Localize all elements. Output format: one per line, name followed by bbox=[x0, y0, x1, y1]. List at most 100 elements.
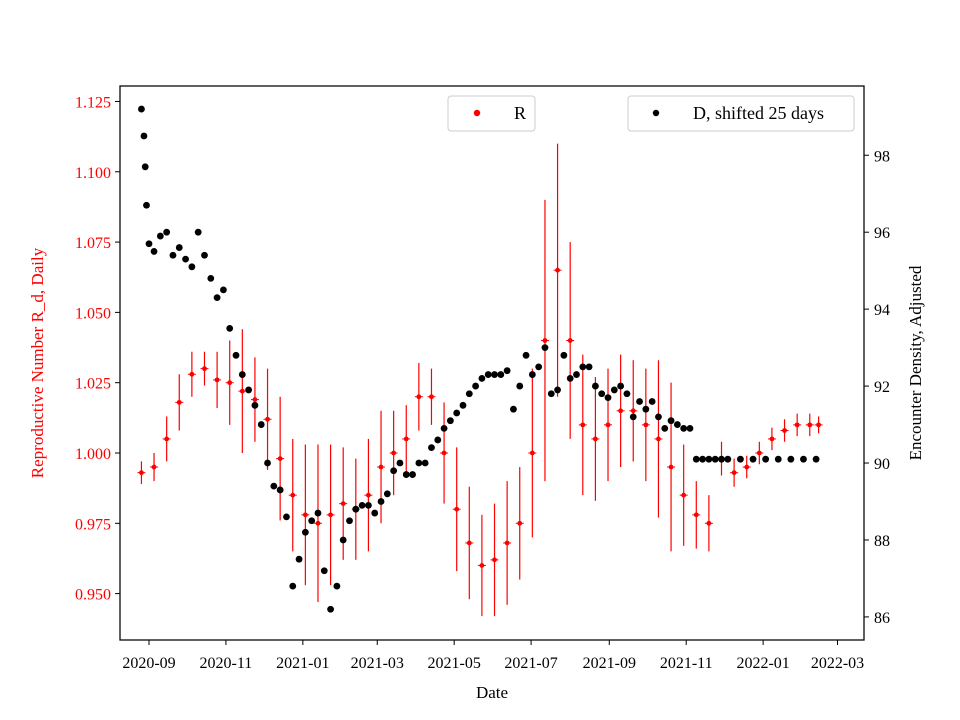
d-point bbox=[560, 351, 568, 359]
d-point bbox=[428, 444, 435, 452]
d-point bbox=[459, 401, 467, 409]
d-point bbox=[541, 344, 549, 352]
left-tick-label: 1.125 bbox=[75, 94, 111, 111]
r-point bbox=[706, 520, 712, 526]
legend-d-label: D, shifted 25 days bbox=[693, 103, 824, 123]
r-point bbox=[290, 492, 296, 498]
d-point bbox=[497, 371, 505, 378]
right-axis-label: Encounter Density, Adjusted bbox=[906, 265, 925, 460]
d-point bbox=[194, 228, 202, 236]
r-point bbox=[189, 371, 195, 377]
x-tick-label: 2020-09 bbox=[122, 655, 175, 672]
right-tick-label: 88 bbox=[874, 533, 890, 550]
d-point bbox=[207, 274, 215, 282]
left-axis-label: Reproductive Number R_d, Daily bbox=[28, 247, 47, 478]
r-point bbox=[164, 436, 170, 442]
d-point bbox=[182, 255, 189, 263]
d-point bbox=[251, 401, 259, 409]
legend-r-label: R bbox=[514, 103, 526, 123]
d-point bbox=[585, 363, 593, 371]
d-point bbox=[283, 513, 290, 521]
d-point bbox=[143, 201, 150, 209]
r-point bbox=[214, 377, 220, 383]
d-point bbox=[774, 455, 782, 463]
r-point bbox=[340, 501, 346, 507]
d-point bbox=[661, 425, 669, 432]
d-point bbox=[264, 459, 271, 467]
r-point bbox=[731, 470, 737, 476]
d-point bbox=[453, 409, 461, 417]
left-tick-label: 0.975 bbox=[75, 516, 111, 533]
r-point bbox=[479, 563, 485, 568]
r-point bbox=[756, 450, 762, 456]
d-point bbox=[213, 294, 221, 301]
right-axis-ticks: 86 88 90 92 94 96 98 bbox=[864, 148, 890, 627]
d-point bbox=[673, 421, 681, 428]
r-point bbox=[782, 428, 787, 433]
legend-d-marker bbox=[652, 109, 660, 117]
r-point bbox=[567, 338, 573, 343]
d-point bbox=[648, 398, 656, 405]
x-tick-label: 2020-11 bbox=[200, 655, 253, 672]
r-point bbox=[643, 422, 649, 428]
d-point bbox=[358, 501, 366, 509]
r-point bbox=[302, 512, 308, 518]
d-point bbox=[226, 324, 234, 332]
d-point bbox=[503, 367, 511, 375]
d-point bbox=[390, 467, 398, 475]
d-point bbox=[440, 425, 448, 432]
d-point bbox=[169, 251, 177, 259]
d-point bbox=[547, 390, 555, 398]
left-tick-label: 1.075 bbox=[75, 235, 111, 252]
r-point bbox=[252, 397, 258, 402]
d-point bbox=[484, 371, 492, 378]
r-point bbox=[807, 422, 813, 428]
d-point bbox=[383, 490, 391, 498]
r-point bbox=[769, 436, 775, 442]
x-tick-label: 2021-09 bbox=[583, 655, 636, 672]
d-point bbox=[409, 471, 416, 478]
x-axis-ticks: 2020-09 2020-11 2021-01 2021-03 2021-05 2021-… bbox=[122, 640, 864, 672]
d-point bbox=[680, 425, 688, 432]
d-point bbox=[610, 386, 618, 394]
left-tick-label: 1.000 bbox=[75, 446, 111, 463]
d-point bbox=[377, 498, 385, 505]
r-point bbox=[492, 557, 497, 563]
x-tick-label: 2022-03 bbox=[811, 655, 864, 672]
d-point bbox=[535, 363, 543, 371]
d-point bbox=[415, 459, 423, 467]
d-point bbox=[270, 482, 278, 490]
d-point bbox=[528, 371, 536, 378]
d-point bbox=[472, 382, 480, 390]
d-point bbox=[339, 536, 347, 544]
d-point bbox=[699, 455, 706, 463]
d-point bbox=[491, 371, 498, 378]
x-tick-label: 2021-03 bbox=[351, 655, 404, 672]
right-tick-label: 92 bbox=[874, 379, 890, 396]
d-point bbox=[421, 459, 429, 467]
r-point bbox=[416, 394, 422, 400]
right-tick-label: 90 bbox=[874, 456, 890, 473]
x-axis-label: Date bbox=[476, 683, 508, 702]
r-point bbox=[139, 470, 144, 476]
r-point bbox=[151, 464, 157, 470]
legend-r-box bbox=[447, 95, 536, 132]
r-point bbox=[366, 492, 371, 498]
r-point bbox=[454, 506, 460, 512]
right-tick-label: 96 bbox=[874, 225, 890, 242]
d-point bbox=[705, 455, 713, 463]
d-point bbox=[308, 517, 316, 525]
r-point bbox=[391, 450, 397, 456]
d-point bbox=[220, 286, 227, 294]
r-point bbox=[529, 450, 535, 456]
d-point bbox=[352, 505, 360, 513]
r-point bbox=[618, 408, 624, 414]
d-point bbox=[629, 413, 637, 421]
d-point bbox=[749, 455, 757, 463]
d-point bbox=[787, 455, 795, 463]
d-point bbox=[686, 425, 694, 432]
d-point bbox=[188, 263, 196, 271]
r-point bbox=[580, 422, 586, 428]
d-point bbox=[434, 436, 442, 444]
d-point bbox=[762, 455, 770, 463]
